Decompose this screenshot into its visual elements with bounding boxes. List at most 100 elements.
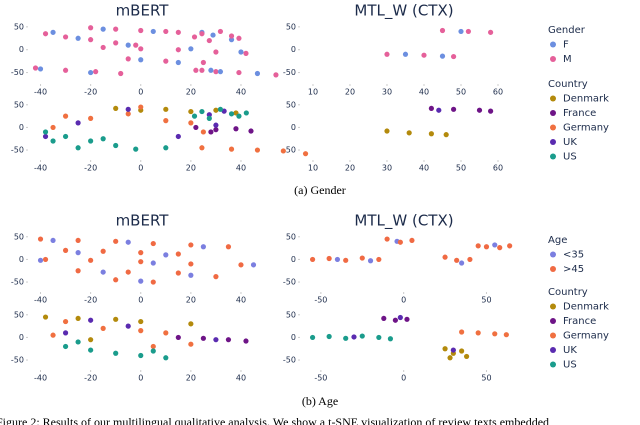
point [217, 106, 224, 112]
point [217, 28, 224, 35]
y-tick-label: 0 [19, 255, 24, 264]
point [376, 334, 382, 341]
point [75, 237, 81, 244]
x-tick-label: -20 [84, 88, 97, 97]
point [188, 242, 194, 248]
point [200, 335, 206, 341]
x-tick-label: 0 [138, 374, 143, 383]
point [62, 318, 69, 325]
point [236, 69, 242, 76]
point [384, 128, 390, 134]
point [193, 67, 199, 73]
x-tick-label: 20 [186, 164, 196, 173]
point [150, 260, 156, 266]
point [138, 250, 144, 256]
point [163, 355, 169, 361]
point [503, 332, 509, 338]
x-tick-label: 50 [456, 164, 466, 173]
point [248, 128, 254, 134]
point [492, 242, 498, 248]
point [309, 256, 316, 263]
legend-label: Germany [563, 331, 609, 342]
point [250, 262, 257, 268]
point [326, 255, 332, 262]
point [200, 59, 206, 66]
point [458, 28, 464, 35]
point [488, 29, 494, 35]
point [113, 105, 119, 112]
point [428, 131, 434, 137]
point [450, 347, 456, 353]
point [459, 260, 465, 266]
y-tick-label: -50 [283, 146, 296, 155]
point [75, 35, 81, 41]
point [175, 59, 181, 66]
y-tick-label: 50 [14, 100, 24, 109]
y-tick-label: -50 [11, 68, 24, 77]
x-tick-label: 30 [382, 88, 392, 97]
point [100, 269, 106, 275]
point [75, 339, 81, 345]
point [447, 355, 453, 361]
x-tick-label: -50 [314, 296, 327, 305]
x-tick-label: 40 [419, 88, 429, 97]
point [37, 257, 44, 263]
x-tick-label: 50 [481, 296, 491, 305]
point [175, 334, 181, 341]
point [42, 31, 49, 37]
x-tick-label: -20 [84, 296, 97, 305]
point [238, 49, 244, 55]
point [50, 124, 56, 131]
point [50, 29, 56, 35]
x-tick-label: 60 [493, 164, 503, 173]
point [125, 56, 131, 62]
point [125, 106, 131, 112]
point [113, 350, 119, 356]
x-tick-label: 20 [186, 296, 196, 305]
x-tick-label: -40 [34, 296, 47, 305]
legend-swatch [550, 347, 556, 353]
x-tick-label: 10 [308, 164, 318, 173]
point [442, 254, 448, 260]
point [206, 112, 212, 118]
point [236, 113, 242, 119]
legend-label: UK [563, 137, 577, 148]
point [138, 259, 144, 265]
y-tick-label: -50 [283, 278, 296, 287]
point [228, 37, 235, 43]
point [384, 51, 390, 57]
point [492, 331, 498, 337]
y-tick-label: 0 [291, 255, 296, 264]
point [138, 328, 144, 334]
x-tick-label: 0 [138, 164, 143, 173]
point [150, 343, 156, 350]
x-tick-label: 0 [401, 296, 406, 305]
point [497, 245, 503, 251]
point [402, 51, 409, 57]
y-tick-label: -50 [11, 278, 24, 287]
point [236, 35, 242, 41]
point [359, 255, 365, 261]
point [254, 70, 261, 77]
point [150, 240, 156, 247]
point [450, 53, 457, 60]
point [188, 272, 194, 278]
point [42, 133, 49, 140]
legend-label: M [563, 54, 572, 65]
point [163, 330, 169, 336]
x-tick-label: 40 [236, 374, 246, 383]
legend-swatch [550, 251, 556, 258]
x-tick-label: 0 [138, 88, 143, 97]
point [199, 67, 205, 73]
point [88, 115, 94, 121]
legend-label: France [563, 108, 596, 119]
point [381, 315, 387, 322]
point [93, 69, 99, 75]
point [465, 28, 471, 35]
point [138, 278, 144, 284]
x-tick-label: 60 [493, 88, 503, 97]
point [243, 110, 249, 116]
point [62, 247, 69, 253]
y-tick-label: 50 [286, 310, 296, 319]
point [175, 270, 181, 276]
